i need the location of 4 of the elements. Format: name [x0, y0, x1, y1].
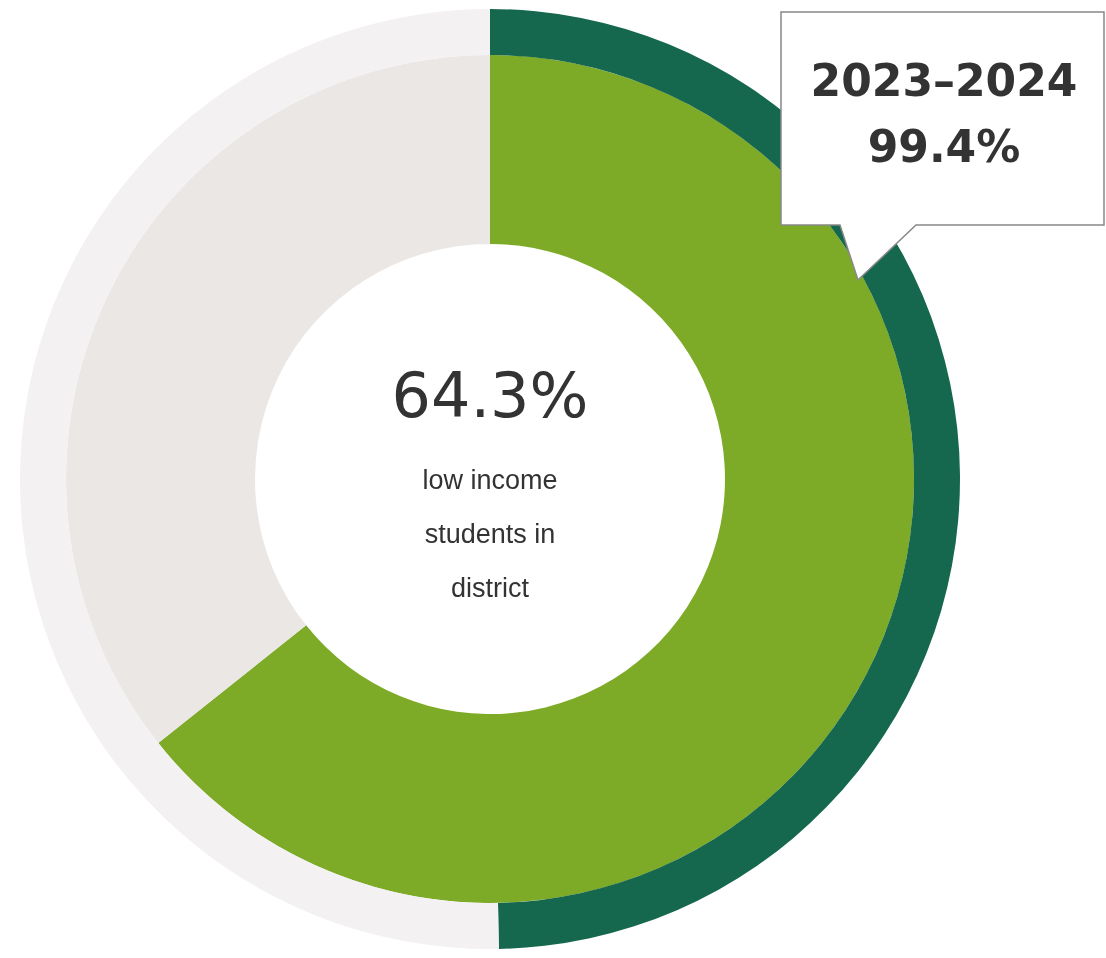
text: low income students in district [422, 465, 558, 604]
text: 64.3% [391, 359, 589, 433]
text: 2023–2024 [810, 55, 1078, 107]
text: 99.4% [867, 121, 1021, 173]
